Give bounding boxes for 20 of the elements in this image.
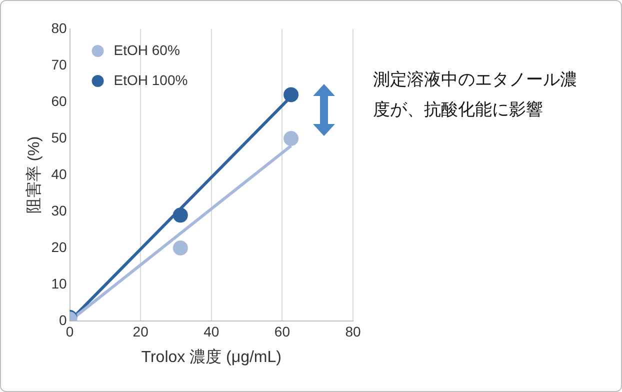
point (284, 131, 299, 146)
y-tick-label: 30 (51, 202, 67, 218)
y-tick-label: 20 (51, 238, 67, 255)
y-tick-label: 10 (51, 275, 67, 292)
y-tick-label: 60 (51, 92, 67, 109)
x-tick-label: 60 (274, 323, 290, 340)
point (284, 87, 299, 102)
y-tick-label: 0 (58, 312, 67, 328)
legend-label: EtOH 100% (114, 72, 188, 88)
x-axis-title: Trolox 濃度 (μg/mL) (141, 348, 282, 366)
x-tick-label: 20 (132, 323, 149, 340)
y-tick-label: 70 (51, 56, 67, 72)
legend-label: EtOH 60% (114, 42, 180, 58)
y-tick-label: 40 (51, 166, 67, 182)
y-tick-label: 50 (51, 129, 67, 146)
x-tick-label: 80 (345, 323, 361, 340)
x-tick-label: 40 (204, 323, 220, 340)
y-tick-label: 80 (51, 20, 67, 36)
y-axis-title: 阻害率 (%) (25, 136, 44, 214)
text: 測定溶液中のエタノール濃度が、抗酸化能に影響 (373, 69, 578, 121)
